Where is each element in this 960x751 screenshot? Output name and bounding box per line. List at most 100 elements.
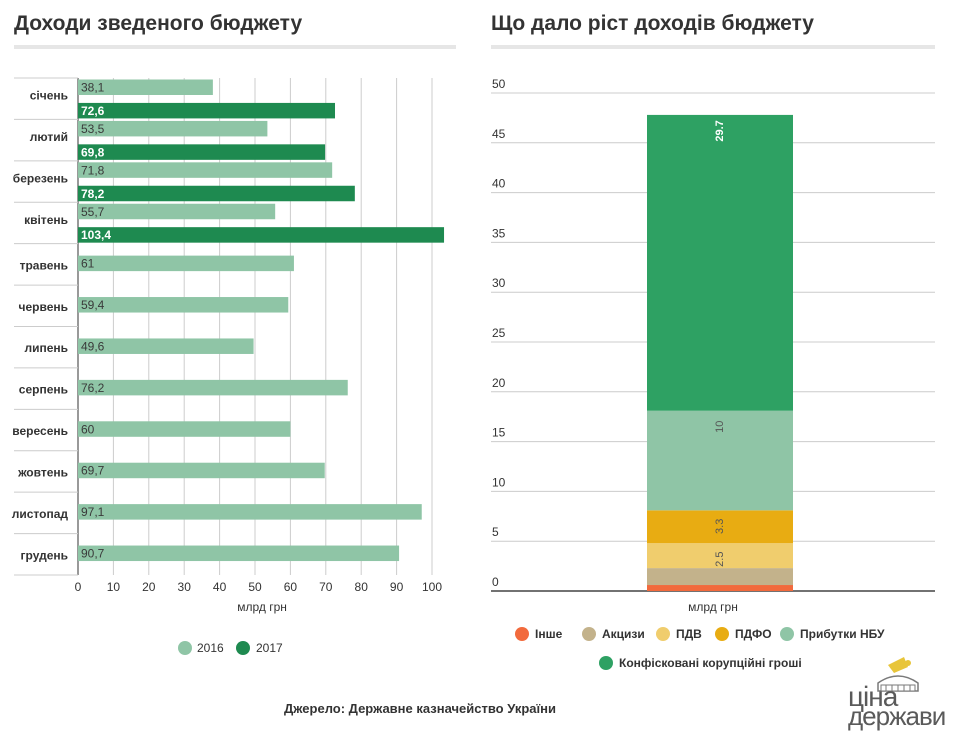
bar-2016 xyxy=(78,545,400,562)
y-tick-label: 25 xyxy=(492,326,506,340)
segment-other xyxy=(647,585,793,591)
y-tick-label: 30 xyxy=(492,276,506,290)
y-tick-label: 40 xyxy=(492,177,506,191)
bar-2016 xyxy=(78,462,325,479)
category-label: травень xyxy=(20,258,68,272)
legend-confiscated-label: Конфісковані корупційні гроші xyxy=(619,656,802,670)
data-label-2016: 97,1 xyxy=(81,505,105,519)
category-label: жовтень xyxy=(17,465,68,479)
y-tick-label: 20 xyxy=(492,376,506,390)
data-label-2017: 78,2 xyxy=(81,187,105,201)
legend-other-label: Інше xyxy=(535,627,563,641)
x-tick-label: 40 xyxy=(213,580,227,594)
category-label: березень xyxy=(13,172,68,186)
bar-2016 xyxy=(78,379,348,396)
data-label-2017: 72,6 xyxy=(81,104,105,118)
data-label-2016: 69,7 xyxy=(81,464,105,478)
legend-nbu-label: Прибутки НБУ xyxy=(800,627,885,641)
data-label-2017: 69,8 xyxy=(81,145,105,159)
data-label-2016: 53,5 xyxy=(81,122,105,136)
y-tick-label: 35 xyxy=(492,226,506,240)
x-tick-label: 50 xyxy=(248,580,262,594)
left-title-rule xyxy=(14,45,456,49)
x-tick-label: 10 xyxy=(107,580,121,594)
logo-text-line1: ціна xyxy=(848,681,898,712)
y-tick-label: 50 xyxy=(492,77,506,91)
bar-2017 xyxy=(78,102,336,119)
segment-pit xyxy=(647,510,793,544)
data-label-2016: 60 xyxy=(81,422,95,436)
data-label-2016: 90,7 xyxy=(81,547,105,561)
category-label: січень xyxy=(30,89,68,103)
x-tick-label: 80 xyxy=(355,580,369,594)
category-label: лютий xyxy=(30,130,68,144)
x-tick-label: 70 xyxy=(319,580,333,594)
legend-pit-label: ПДФО xyxy=(735,627,772,641)
legend-label-2016: 2016 xyxy=(197,641,224,655)
legend-vat-marker xyxy=(656,627,670,641)
bar-2016 xyxy=(78,120,268,137)
segment-vat xyxy=(647,543,793,569)
legend-pit-marker xyxy=(715,627,729,641)
legend-vat-label: ПДВ xyxy=(676,627,702,641)
parliament-dome-icon xyxy=(877,657,919,692)
data-label-2016: 59,4 xyxy=(81,298,105,312)
x-tick-label: 30 xyxy=(178,580,192,594)
segment-confiscated xyxy=(647,114,793,411)
segment-excise xyxy=(647,568,793,586)
segment-value-label: 2.5 xyxy=(714,552,726,567)
y-tick-label: 10 xyxy=(492,475,506,489)
bar-2017 xyxy=(78,227,445,243)
legend-nbu-marker xyxy=(780,627,794,641)
bar-2016 xyxy=(78,504,422,520)
data-label-2016: 61 xyxy=(81,257,95,271)
segment-value-label: 10 xyxy=(714,421,726,433)
bar-2016 xyxy=(78,162,333,178)
x-tick-label: 20 xyxy=(142,580,156,594)
data-label-2016: 49,6 xyxy=(81,339,105,353)
category-label: вересень xyxy=(12,424,68,438)
bar-2016 xyxy=(78,338,254,354)
data-label-2016: 71,8 xyxy=(81,163,105,177)
y-tick-label: 0 xyxy=(492,575,499,589)
bar-2016 xyxy=(78,421,291,437)
data-label-2017: 103,4 xyxy=(81,228,111,242)
y-axis-unit-label: млрд грн xyxy=(688,600,738,614)
category-label: липень xyxy=(24,341,68,355)
right-chart-title: Що дало ріст доходів бюджету xyxy=(491,12,814,35)
x-axis-label: млрд грн xyxy=(237,600,287,614)
segment-nbu xyxy=(647,410,793,511)
x-tick-label: 60 xyxy=(284,580,298,594)
legend-other-marker xyxy=(515,627,529,641)
bar-2017 xyxy=(78,144,326,160)
data-label-2016: 38,1 xyxy=(81,81,105,95)
y-tick-label: 15 xyxy=(492,426,506,440)
category-label: грудень xyxy=(21,548,68,562)
data-label-2016: 76,2 xyxy=(81,381,105,395)
legend-excise-marker xyxy=(582,627,596,641)
legend-confiscated-marker xyxy=(599,656,613,670)
legend-excise-label: Акцизи xyxy=(602,627,645,641)
bar-2016 xyxy=(78,297,289,313)
y-tick-label: 45 xyxy=(492,127,506,141)
segment-value-label: 3.3 xyxy=(714,519,726,534)
category-label: листопад xyxy=(12,507,69,521)
bar-2016 xyxy=(78,79,213,95)
logo-text-line2: держави xyxy=(848,701,946,731)
legend-label-2017: 2017 xyxy=(256,641,283,655)
category-label: квітень xyxy=(24,213,68,227)
right-title-rule xyxy=(491,45,935,49)
x-tick-label: 100 xyxy=(422,580,442,594)
data-label-2016: 55,7 xyxy=(81,205,105,219)
cina-derzhavy-logo: ціна держави xyxy=(848,655,948,731)
y-tick-label: 5 xyxy=(492,525,499,539)
x-tick-label: 0 xyxy=(75,580,82,594)
source-note: Джерело: Державне казначейство України xyxy=(283,701,556,716)
x-tick-label: 90 xyxy=(390,580,404,594)
category-label: серпень xyxy=(19,383,68,397)
category-label: червень xyxy=(19,300,69,314)
bar-2016 xyxy=(78,203,276,220)
segment-value-label: 29.7 xyxy=(714,120,726,141)
bar-2016 xyxy=(78,255,294,272)
